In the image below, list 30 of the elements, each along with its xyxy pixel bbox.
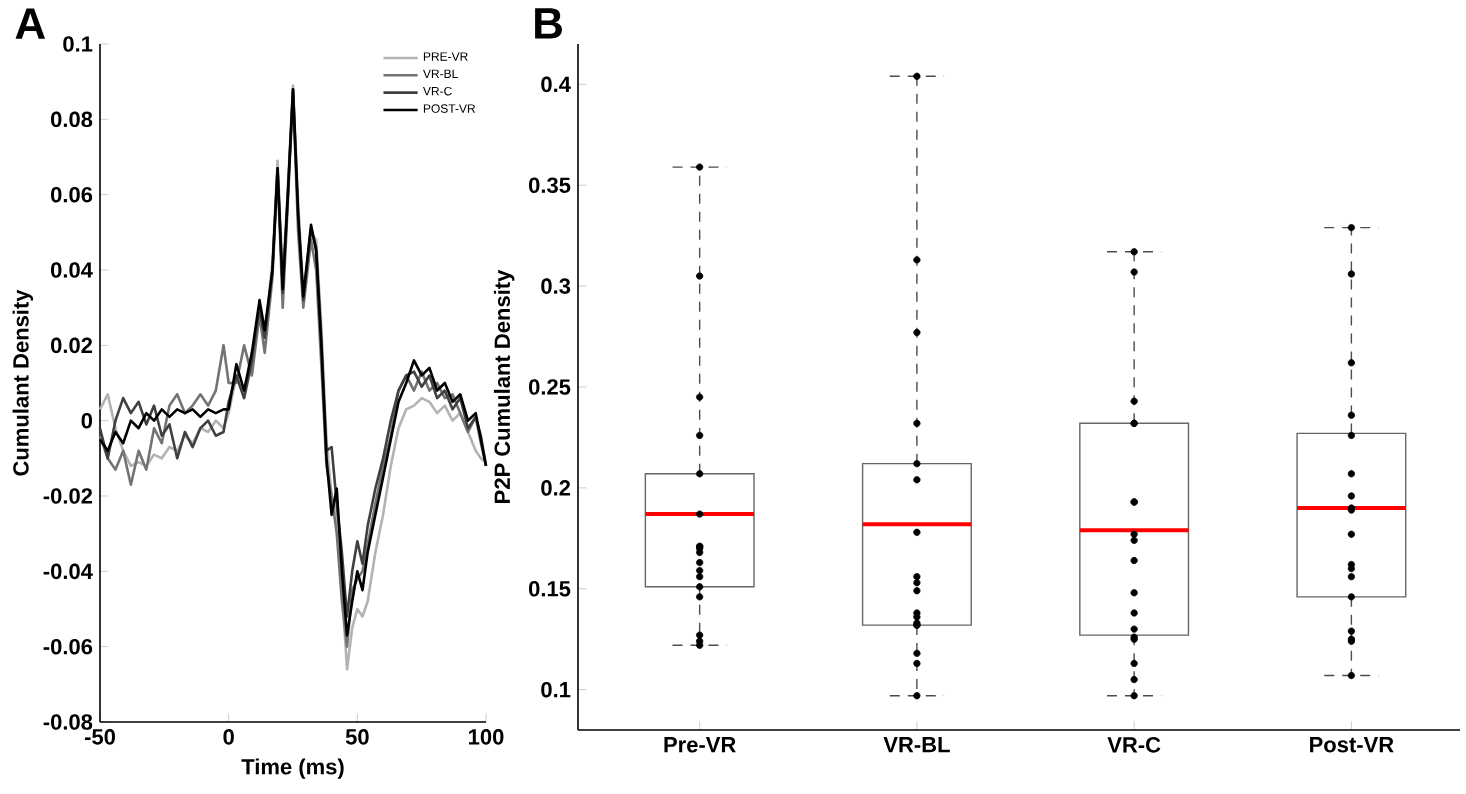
y-tick-label: 0.15 (529, 581, 571, 597)
y-tick-label: 0.02 (51, 337, 93, 354)
x-tick-label: -50 (84, 729, 115, 745)
x-tick-label: 0 (223, 729, 234, 745)
y-tick-label: 0.04 (51, 262, 93, 278)
y-tick-label: -0.06 (43, 638, 93, 655)
x-tick-label: 100 (469, 729, 504, 745)
y-tick-label: 0.2 (541, 480, 571, 496)
x-tick-label: Post-VR (1310, 737, 1394, 753)
y-tick-label: 0.1 (541, 681, 571, 698)
x-tick-label: 50 (345, 729, 369, 745)
y-tick-label: 0.3 (541, 278, 571, 294)
y-tick-label: 0.25 (529, 379, 571, 395)
x-tick-label: Pre-VR (664, 737, 736, 753)
y-tick-label: 0 (81, 412, 93, 429)
x-tick-label: VR-C (1107, 737, 1161, 753)
y-axis-title: Cumulant Density (12, 289, 34, 476)
x-tick-label: VR-BL (883, 737, 950, 753)
y-axis-title: P2P Cumulant Density (493, 269, 515, 503)
y-tick-label: 0.1 (63, 36, 93, 52)
y-tick-label: -0.08 (43, 714, 93, 730)
y-tick-label: 0.35 (529, 177, 571, 194)
x-axis-title: Time (ms) (241, 758, 344, 779)
chart-title: A (15, 8, 46, 39)
y-tick-label: 0.06 (51, 186, 93, 203)
y-tick-label: -0.02 (43, 488, 93, 504)
y-tick-label: -0.04 (43, 563, 93, 580)
y-tick-label: 0.4 (541, 76, 571, 93)
y-tick-label: 0.08 (51, 111, 93, 128)
chart-title: B (535, 8, 562, 39)
